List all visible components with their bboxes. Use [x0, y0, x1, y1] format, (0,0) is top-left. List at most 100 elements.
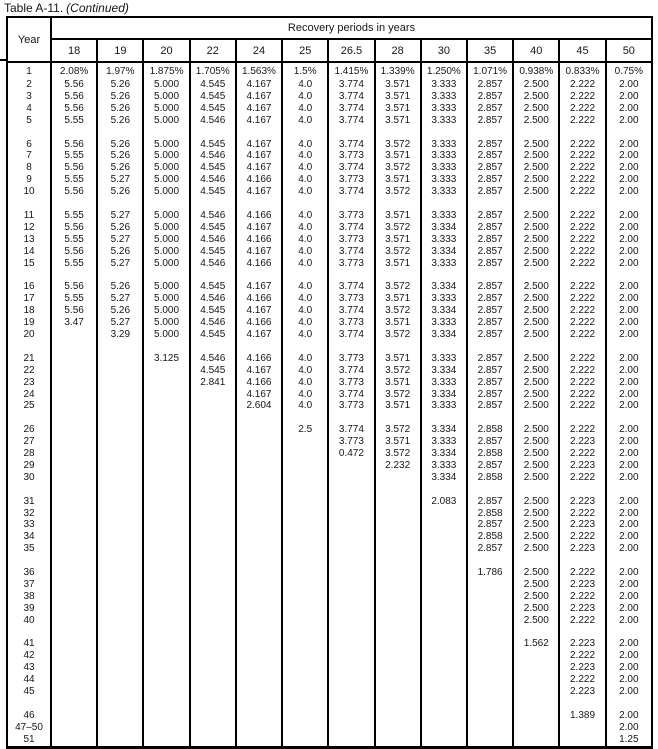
value-cell: 2.500: [512, 531, 560, 544]
value-cell: 3.774: [327, 305, 375, 318]
value-cell: 2.223: [558, 602, 606, 615]
value-cell: 2.00: [604, 674, 652, 687]
value-cell: 2.857: [465, 209, 514, 222]
value-cell: 2.222: [558, 174, 606, 187]
spacer-cell: [327, 483, 375, 496]
value-cell: 4.166: [234, 233, 283, 246]
value-cell: [49, 531, 98, 544]
value-cell: 4.167: [234, 221, 283, 234]
value-cell: 1.786: [465, 567, 514, 579]
spacer-cell: [96, 698, 144, 710]
spacer-cell: [234, 198, 283, 210]
value-cell: [281, 459, 329, 472]
value-cell: [142, 721, 190, 734]
value-cell: [465, 733, 514, 748]
value-cell: 2.222: [558, 245, 606, 258]
table-row: 31 2.083 2.857 2.500 2.223 2.00: [6, 495, 652, 508]
value-cell: 2.857: [465, 245, 514, 258]
value-cell: [188, 543, 236, 556]
value-cell: [49, 650, 98, 663]
value-cell: 2.222: [558, 257, 606, 270]
value-cell: 3.333: [419, 352, 467, 365]
value-cell: 4.167: [234, 245, 283, 258]
value-cell: 2.222: [558, 221, 606, 234]
value-cell: 3.334: [419, 281, 467, 294]
value-cell: 2.857: [465, 495, 514, 508]
value-cell: 2.222: [558, 281, 606, 294]
spacer-cell: [373, 340, 421, 353]
spacer-cell: [512, 483, 560, 496]
year-cell: 13: [6, 233, 51, 246]
spacer-cell: [604, 483, 652, 496]
value-cell: 2.00: [604, 495, 652, 508]
value-cell: 2.222: [558, 293, 606, 306]
value-cell: [465, 578, 514, 591]
value-cell: 3.773: [327, 150, 375, 163]
value-cell: [281, 436, 329, 449]
value-cell: [373, 507, 421, 520]
value-cell: 4.166: [234, 317, 283, 329]
value-cell: [234, 578, 283, 591]
value-cell: 4.0: [281, 233, 329, 246]
value-cell: 2.857: [465, 305, 514, 318]
value-cell: [96, 364, 144, 377]
spacer-cell: [6, 126, 51, 139]
value-cell: 3.572: [373, 364, 421, 377]
year-cell: 28: [6, 448, 51, 460]
spacer-cell: [142, 340, 190, 353]
value-cell: 3.333: [419, 90, 467, 103]
value-cell: 2.857: [465, 459, 514, 472]
value-cell: 2.857: [465, 400, 514, 413]
value-cell: [188, 686, 236, 698]
table-row: 9 5.55 5.27 5.000 4.546 4.166 4.0 3.773 3.571 3.3…: [6, 174, 652, 187]
value-cell: [96, 388, 144, 401]
value-cell: 2.223: [558, 686, 606, 698]
value-cell: [327, 650, 375, 663]
table-row: 44 2.222 2.00: [6, 674, 652, 687]
value-cell: 3.572: [373, 305, 421, 318]
value-cell: 5.000: [142, 90, 190, 103]
spacer-cell: [281, 412, 329, 425]
spacer-row: [6, 698, 652, 710]
year-cell: 21: [6, 352, 51, 365]
value-cell: [188, 459, 236, 472]
value-cell: 2.00: [604, 328, 652, 341]
value-cell: [327, 459, 375, 472]
table-row: 1 2.08% 1.97% 1.875% 1.705% 1.563% 1.5% 1.415% 1…: [6, 62, 652, 79]
value-cell: [142, 495, 190, 508]
value-cell: 2.604: [234, 400, 283, 413]
value-cell: 3.774: [327, 138, 375, 151]
value-cell: [281, 721, 329, 734]
value-cell: [419, 650, 467, 663]
year-cell: 44: [6, 674, 51, 687]
spacer-cell: [558, 412, 606, 425]
spacer-cell: [512, 555, 560, 568]
value-cell: 2.500: [512, 174, 560, 187]
spacer-cell: [96, 126, 144, 139]
value-cell: [373, 674, 421, 687]
value-cell: [419, 709, 467, 722]
value-cell: [234, 543, 283, 556]
spacer-cell: [327, 412, 375, 425]
value-cell: [142, 376, 190, 389]
value-cell: [96, 674, 144, 687]
value-cell: 2.222: [558, 352, 606, 365]
value-cell: 3.333: [419, 400, 467, 413]
value-cell: 3.572: [373, 281, 421, 294]
table-row: 19 3.47 5.27 5.000 4.546 4.166 4.0 3.773 3.571 3.…: [6, 317, 652, 329]
table-row: 34 2.858 2.500 2.222 2.00: [6, 531, 652, 544]
value-cell: 4.0: [281, 317, 329, 329]
value-cell: 5.26: [96, 305, 144, 318]
table-row: 18 5.56 5.26 5.000 4.545 4.167 4.0 3.774 3.572 3.…: [6, 305, 652, 318]
value-cell: [373, 495, 421, 508]
value-cell: [234, 674, 283, 687]
year-cell: 3: [6, 90, 51, 103]
column-header-25: 25: [281, 39, 329, 63]
column-header-row: 18 19 20 22 24 25 26.5 28 30 35 40 45 50: [7, 39, 652, 63]
value-cell: 4.546: [188, 317, 236, 329]
value-cell: [49, 424, 98, 437]
year-cell: 35: [6, 543, 51, 556]
year-cell: 24: [6, 388, 51, 401]
spacer-cell: [558, 555, 606, 568]
value-cell: 2.00: [604, 364, 652, 377]
